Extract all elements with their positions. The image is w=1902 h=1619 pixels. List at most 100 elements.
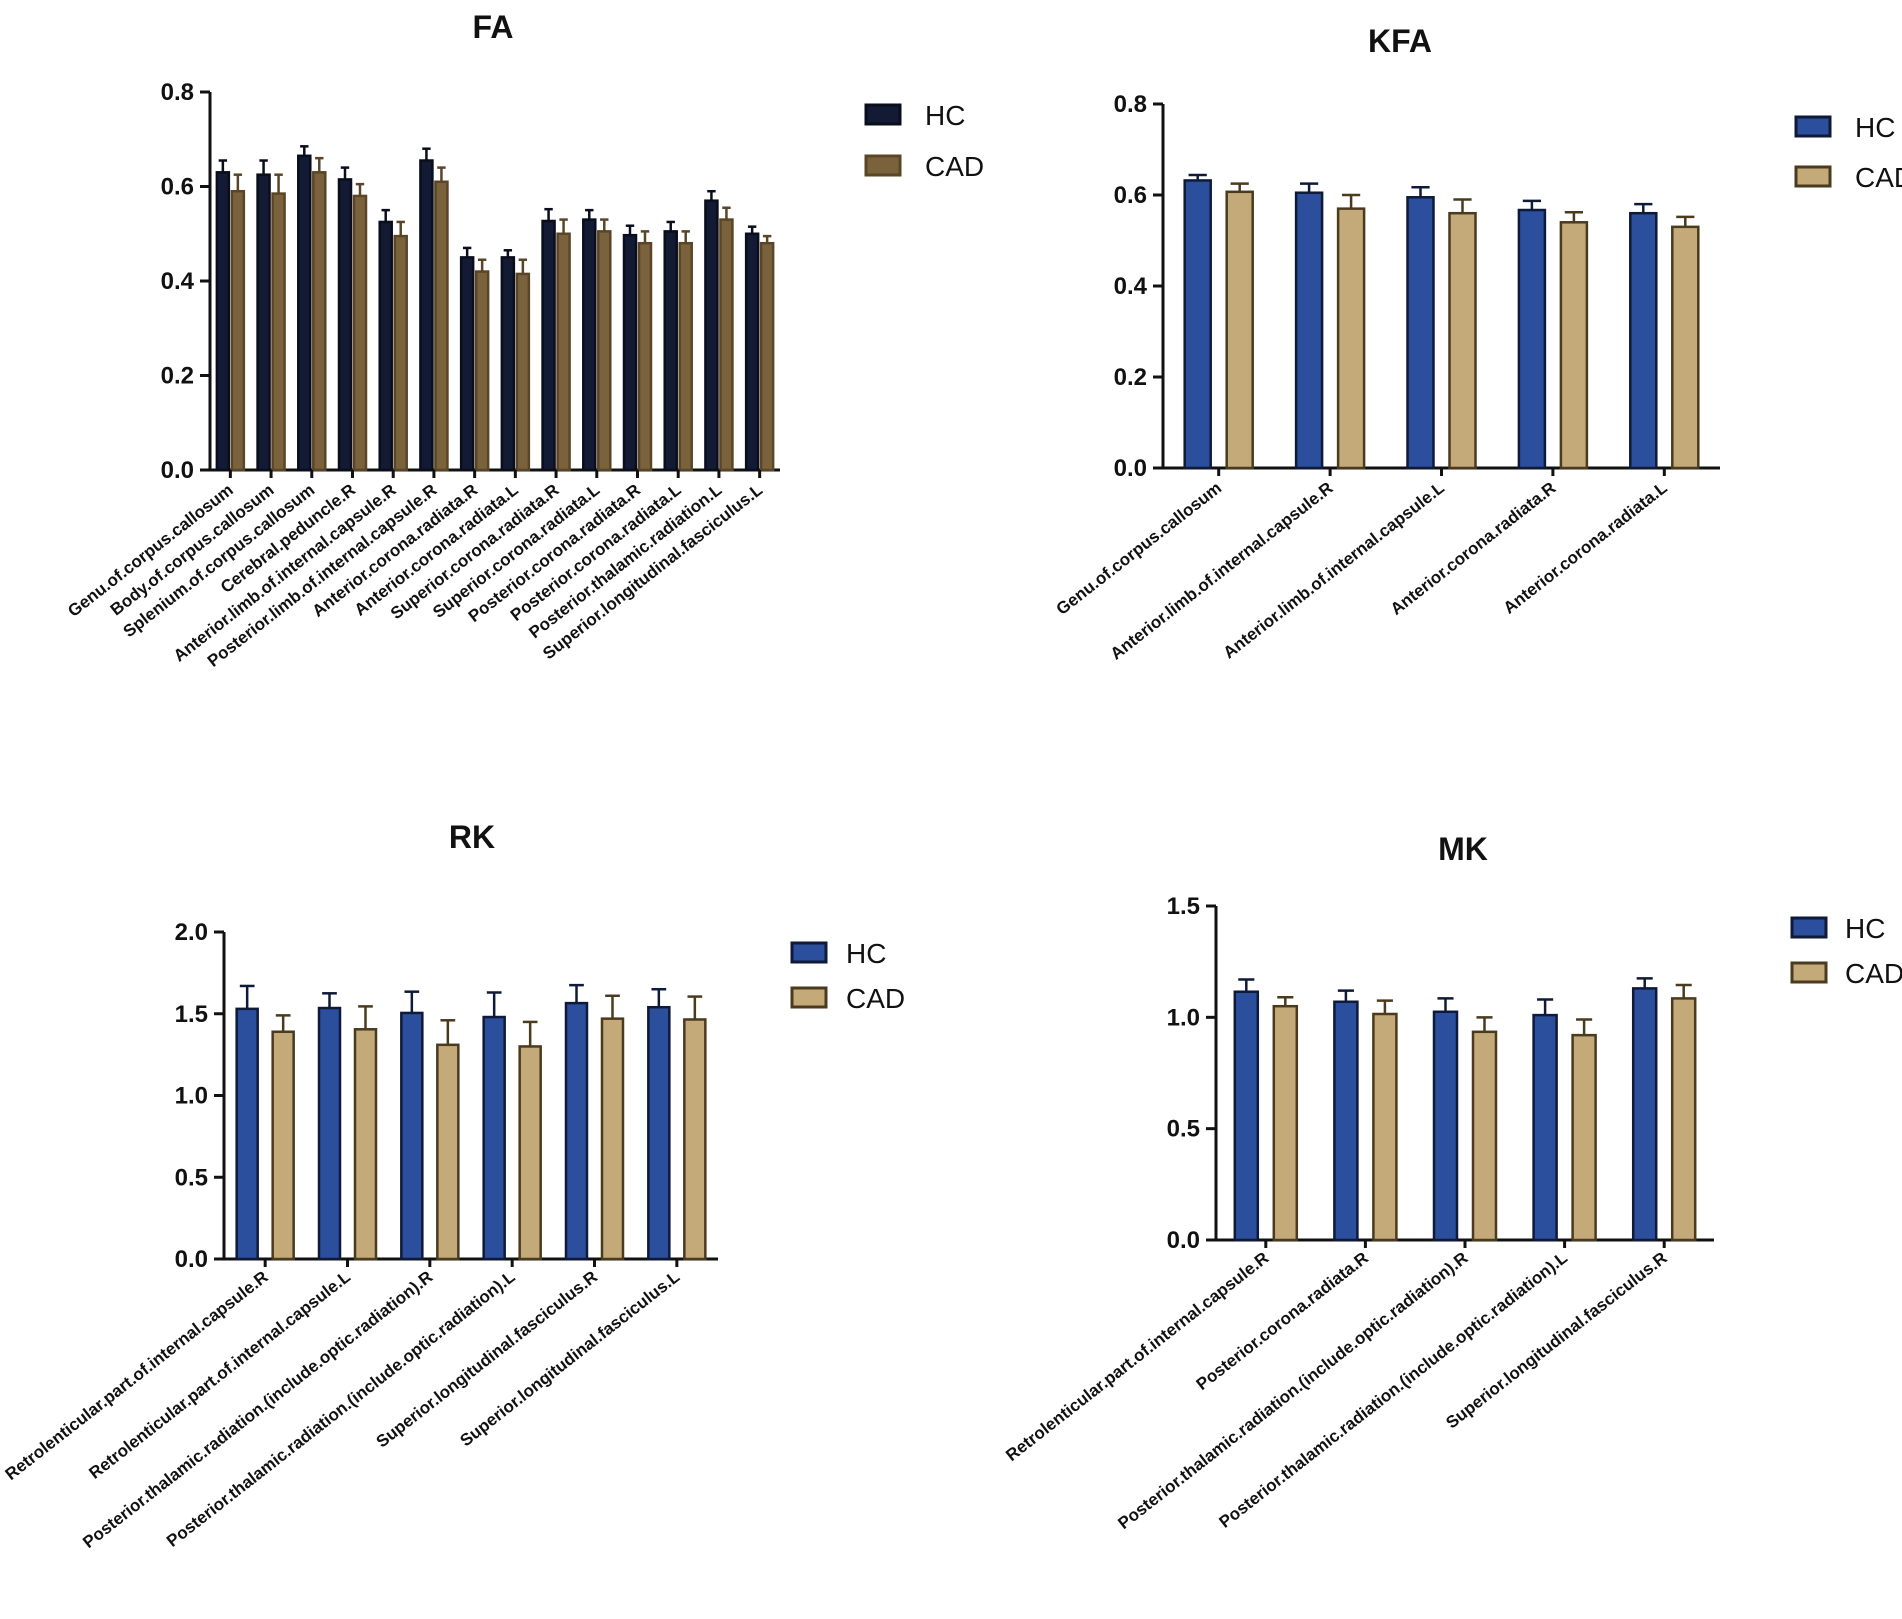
- mk-category-label: Superior.longitudinal.fasciculus.R: [1442, 1248, 1670, 1432]
- fa-bar-hc: [541, 219, 556, 472]
- fa-legend-cad-label: CAD: [925, 151, 984, 182]
- kfa-bar-cad: [1671, 225, 1700, 470]
- kfa-legend-hc-label: HC: [1855, 112, 1895, 143]
- rk-category-label: Posterior.thalamic.radiation.(include.op…: [79, 1267, 436, 1552]
- rk-bar-hc: [400, 1011, 424, 1261]
- fa-bar-hc: [297, 154, 312, 472]
- kfa-bar-hc: [1294, 191, 1324, 470]
- kfa-bar-hc: [1517, 208, 1547, 470]
- mk-bar-hc: [1432, 1010, 1459, 1242]
- fa-bar-hc: [459, 256, 475, 472]
- kfa-chart: KFA HC CAD 0.00.20.40.60.8Genu.of.corpus…: [1053, 23, 1902, 664]
- kfa-y-tick-label: 0.6: [1114, 182, 1147, 209]
- fa-chart: FA HC CAD 0.0 0.2 0.4 0.6 0.8 Genu.of.corpus.…: [64, 9, 984, 671]
- mk-y-tick-label: 1.0: [1167, 1004, 1200, 1031]
- rk-bar-cad: [683, 1018, 707, 1261]
- mk-legend-hc-swatch: [1790, 916, 1828, 939]
- fa-bar-hc: [256, 173, 271, 472]
- rk-bar-hc: [647, 1005, 671, 1261]
- kfa-bar-hc: [1406, 196, 1435, 470]
- fa-bar-hc: [744, 232, 760, 472]
- mk-bar-cad: [1372, 1012, 1398, 1242]
- rk-y-tick-label: 1.5: [175, 1001, 208, 1028]
- rk-bar-hc: [564, 1001, 589, 1261]
- kfa-y-tick-label: 0.8: [1114, 91, 1147, 118]
- rk-bar-hc: [235, 1007, 259, 1261]
- kfa-y-tick-label: 0.0: [1114, 455, 1147, 482]
- mk-bar-hc: [1233, 990, 1260, 1242]
- fa-bar-cad: [393, 234, 408, 472]
- rk-bar-hc: [317, 1006, 342, 1261]
- rk-chart: RK HC CAD 0.00.51.01.52.0Retrolenticular…: [2, 819, 906, 1552]
- mk-bar-hc: [1631, 987, 1658, 1242]
- fa-bar-cad: [434, 180, 449, 472]
- mk-legend-cad-swatch: [1790, 961, 1828, 984]
- fa-bar-hc: [215, 171, 231, 472]
- fa-bar-hc: [378, 220, 393, 472]
- rk-bar-cad: [518, 1045, 542, 1261]
- fa-bar-hc: [663, 230, 678, 472]
- rk-bar-cad: [436, 1043, 460, 1261]
- rk-bar-cad: [600, 1017, 625, 1261]
- mk-category-label: Posterior.thalamic.radiation.(include.op…: [1114, 1248, 1471, 1533]
- fa-y-tick-label: 0.6: [161, 174, 194, 201]
- mk-bar-cad: [1272, 1004, 1299, 1242]
- mk-y-tick-label: 1.5: [1167, 893, 1200, 920]
- fa-bar-hc: [622, 233, 638, 472]
- kfa-legend-cad-swatch: [1794, 165, 1832, 188]
- fa-title: FA: [473, 9, 514, 45]
- fa-y-tick-label: 0.2: [161, 363, 194, 390]
- fa-legend: HC CAD: [864, 100, 984, 182]
- kfa-title: KFA: [1368, 23, 1432, 59]
- mk-category-label: Posterior.thalamic.radiation.(include.op…: [1215, 1248, 1571, 1532]
- rk-y-tick-label: 0.5: [175, 1164, 208, 1191]
- kfa-bar-cad: [1559, 221, 1589, 470]
- kfa-legend-hc-swatch: [1794, 115, 1832, 138]
- fa-bar-cad: [271, 192, 286, 472]
- rk-legend-hc-label: HC: [846, 938, 886, 969]
- rk-legend-cad-swatch: [790, 986, 828, 1009]
- mk-y-tick-label: 0.5: [1167, 1116, 1200, 1143]
- kfa-bar-cad: [1225, 190, 1254, 470]
- mk-bar-cad: [1670, 997, 1697, 1242]
- mk-bar-hc: [1532, 1013, 1558, 1242]
- mk-chart: MK HC CAD 0.00.51.01.5Retrolenticular.pa…: [1002, 831, 1902, 1533]
- fa-bar-cad: [230, 189, 246, 472]
- fa-legend-hc-label: HC: [925, 100, 965, 131]
- fa-bar-cad: [312, 171, 327, 472]
- kfa-bar-cad: [1448, 211, 1477, 470]
- kfa-category-label: Anterior.limb.of.internal.capsule.L: [1220, 478, 1448, 662]
- rk-bar-hc: [482, 1015, 506, 1261]
- rk-legend-cad-label: CAD: [846, 983, 905, 1014]
- fa-bar-hc: [500, 256, 516, 472]
- mk-legend-cad-label: CAD: [1845, 958, 1902, 989]
- fa-legend-hc-swatch: [864, 103, 902, 126]
- fa-bar-cad: [474, 270, 490, 472]
- mk-bar-cad: [1471, 1030, 1498, 1242]
- kfa-y-tick-label: 0.2: [1114, 364, 1147, 391]
- rk-y-tick-label: 0.0: [175, 1246, 208, 1273]
- kfa-bar-hc: [1629, 211, 1658, 470]
- fa-category-label: Genu.of.corpus.callosum: [64, 480, 236, 621]
- fa-y-tick-label: 0.0: [161, 457, 194, 484]
- fa-bar-cad: [597, 230, 612, 472]
- fa-legend-cad-swatch: [864, 154, 902, 177]
- fa-y-tick-label: 0.4: [161, 268, 195, 295]
- rk-legend: HC CAD: [790, 938, 905, 1014]
- fa-y-tick-label: 0.8: [161, 79, 194, 106]
- kfa-legend-cad-label: CAD: [1855, 162, 1902, 193]
- mk-bar-cad: [1571, 1033, 1597, 1242]
- rk-y-tick-label: 1.0: [175, 1083, 208, 1110]
- fa-bar-cad: [759, 241, 775, 472]
- rk-legend-hc-swatch: [790, 941, 828, 964]
- mk-legend-hc-label: HC: [1845, 913, 1885, 944]
- fa-bar-hc: [419, 159, 434, 472]
- mk-legend: HC CAD: [1790, 913, 1902, 989]
- kfa-legend: HC CAD: [1794, 112, 1902, 193]
- mk-bar-hc: [1333, 1000, 1359, 1242]
- fa-bar-hc: [704, 199, 719, 472]
- fa-bar-cad: [352, 194, 368, 472]
- fa-bar-hc: [582, 218, 597, 472]
- kfa-bar-hc: [1183, 179, 1212, 470]
- mk-title: MK: [1438, 831, 1488, 867]
